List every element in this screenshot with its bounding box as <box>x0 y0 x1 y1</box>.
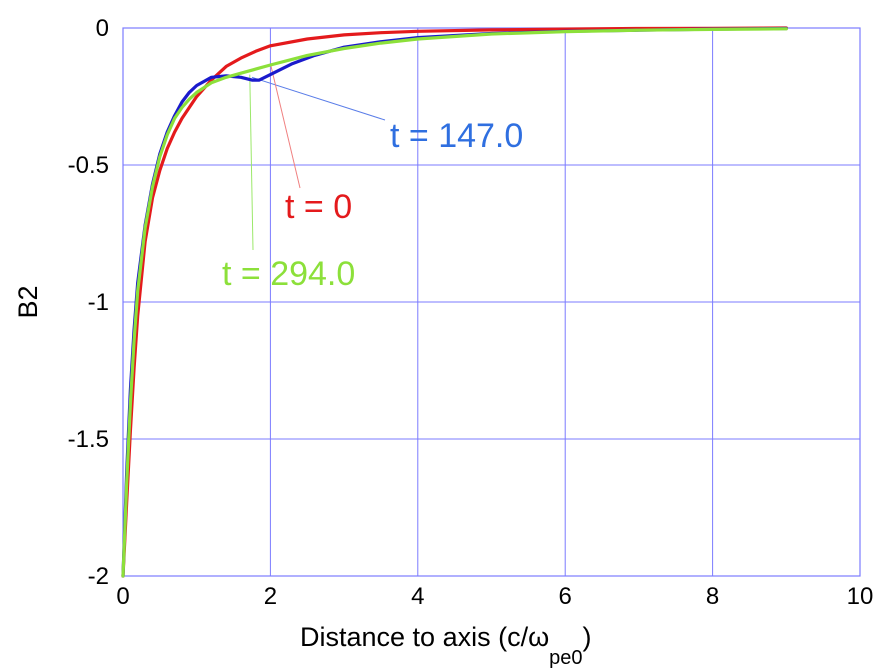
y-axis-title: B2 <box>13 285 43 318</box>
y-tick-label-2: -1 <box>88 289 109 316</box>
x-axis-title: Distance to axis (c/ωpe0) <box>300 622 592 669</box>
x-axis-title-close: ) <box>583 622 592 652</box>
x-axis-title-subscript: pe0 <box>549 647 582 669</box>
y-tick-label-0: 0 <box>96 15 109 42</box>
annotation-label-1: t = 0 <box>285 188 352 226</box>
x-tick-label-5: 10 <box>847 583 874 610</box>
annotation-label-2: t = 294.0 <box>222 255 355 293</box>
x-tick-label-2: 4 <box>411 583 424 610</box>
plot-frame <box>122 27 861 577</box>
y-tick-labels: 0 -0.5 -1 -1.5 -2 <box>68 15 109 590</box>
y-tick-label-1: -0.5 <box>68 152 109 179</box>
x-tick-label-3: 6 <box>559 583 572 610</box>
series-line-0 <box>121 26 788 578</box>
series-lines <box>121 26 788 578</box>
x-tick-label-1: 2 <box>264 583 277 610</box>
annotation-leaders <box>249 63 386 251</box>
x-axis-title-main: Distance to axis (c/ω <box>300 622 549 652</box>
x-tick-labels: 0 2 4 6 8 10 <box>116 583 873 610</box>
annotation-leader-0 <box>251 76 386 121</box>
annotation-leader-2 <box>249 74 254 251</box>
series-line-2 <box>121 27 788 578</box>
x-tick-label-4: 8 <box>706 583 719 610</box>
annotation-label-0: t = 147.0 <box>390 117 523 155</box>
annotation-leader-1 <box>269 63 301 189</box>
y-tick-label-3: -1.5 <box>68 426 109 453</box>
y-tick-label-4: -2 <box>88 563 109 590</box>
annotations: t = 147.0 t = 0 t = 294.0 <box>222 117 523 293</box>
x-tick-label-0: 0 <box>116 583 129 610</box>
